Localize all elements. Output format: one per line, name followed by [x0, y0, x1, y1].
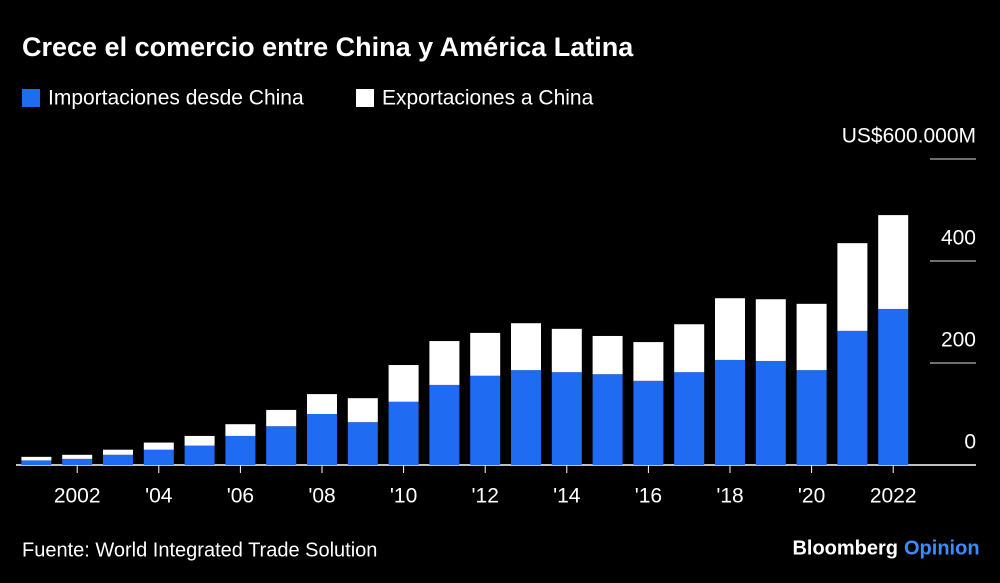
- bar-segment: [143, 449, 174, 465]
- legend-label: Importaciones desde China: [48, 87, 304, 110]
- bar-segment: [103, 454, 133, 465]
- bar-segment: [837, 330, 868, 465]
- bar-segment: [429, 341, 460, 385]
- bar-segment: [307, 394, 337, 414]
- x-tick-label: '08: [308, 485, 335, 508]
- bar-segment: [103, 449, 133, 455]
- bar-segment: [143, 442, 174, 450]
- bar-segment: [592, 374, 623, 465]
- y-tick-label: 200: [941, 329, 976, 352]
- bar-segment: [307, 414, 337, 465]
- bar-segment: [674, 372, 705, 465]
- bar-segment: [347, 398, 378, 423]
- bar-segment: [470, 375, 501, 465]
- bar-segment: [184, 435, 215, 446]
- bar-segment: [837, 243, 868, 331]
- bar-segment: [225, 424, 256, 436]
- bar-segment: [633, 342, 664, 381]
- bar-segment: [633, 380, 664, 465]
- y-tick-label: 0: [964, 431, 976, 454]
- bar-segment: [511, 323, 541, 371]
- bar-segment: [388, 365, 419, 402]
- y-tick-label: 400: [941, 227, 976, 250]
- brand: Opinion: [904, 537, 980, 559]
- bar-segment: [715, 359, 745, 465]
- bar-segment: [796, 370, 827, 465]
- x-tick-label: '06: [227, 485, 254, 508]
- bar-segment: [755, 360, 786, 465]
- chart-title: Crece el comercio entre China y América …: [22, 32, 634, 62]
- x-tick-label: '10: [390, 485, 417, 508]
- bar-segment: [878, 308, 909, 465]
- bar-segment: [266, 409, 297, 427]
- brand: Bloomberg: [792, 537, 898, 559]
- x-tick-label: '04: [145, 485, 173, 508]
- x-tick-label: '12: [472, 485, 499, 508]
- x-tick-label: '16: [635, 485, 662, 508]
- bar-segment: [21, 460, 52, 465]
- x-tick-label: 2002: [54, 485, 101, 508]
- x-tick-label: '20: [798, 485, 825, 508]
- bar-segment: [347, 422, 378, 465]
- bar-segment: [878, 215, 909, 309]
- bar-segment: [62, 454, 93, 459]
- bar-segment: [429, 384, 460, 465]
- legend-label: Exportaciones a China: [382, 87, 594, 110]
- y-tick-label: US$600.000M: [842, 125, 976, 148]
- bar-segment: [592, 335, 623, 375]
- bar-segment: [551, 372, 582, 465]
- bar-segment: [511, 370, 541, 465]
- source: Fuente: World Integrated Trade Solution: [22, 539, 377, 561]
- x-tick-label: '18: [716, 485, 743, 508]
- bar-segment: [715, 298, 745, 360]
- bar-segment: [225, 435, 256, 465]
- x-tick-label: '14: [553, 485, 581, 508]
- bar-segment: [755, 299, 786, 361]
- legend-swatch: [22, 89, 40, 107]
- bar-segment: [796, 303, 827, 371]
- bar-segment: [674, 324, 705, 373]
- bar-segment: [470, 332, 501, 376]
- bar-segment: [266, 426, 297, 465]
- x-tick-label: 2022: [870, 485, 917, 508]
- bar-segment: [184, 445, 215, 465]
- legend-swatch: [356, 89, 374, 107]
- bar-segment: [388, 401, 419, 465]
- bar-segment: [551, 328, 582, 373]
- bar-segment: [62, 458, 93, 465]
- bar-segment: [21, 456, 52, 461]
